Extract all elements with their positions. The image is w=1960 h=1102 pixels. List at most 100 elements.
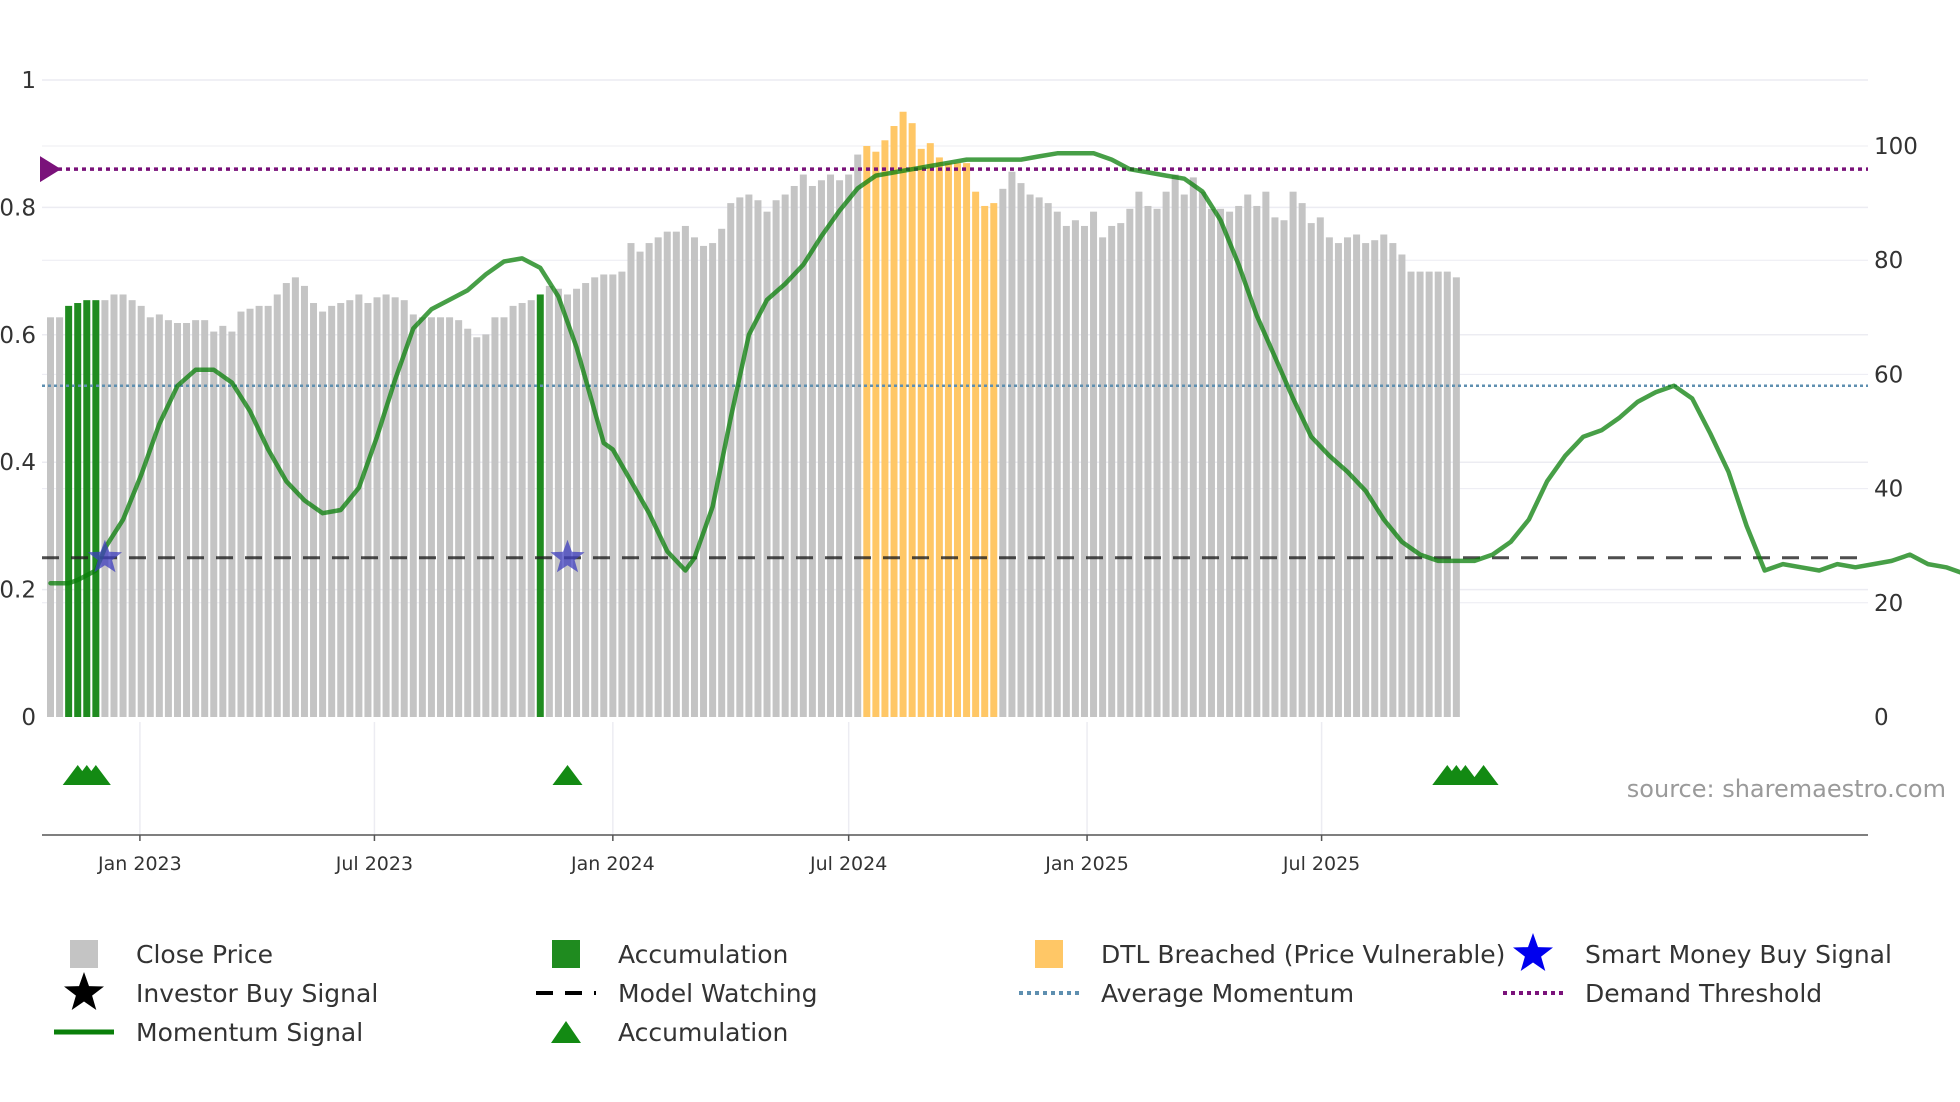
close-price-bar-48 <box>482 334 489 717</box>
close-price-bar-147 <box>1380 235 1387 717</box>
close-price-bar-120 <box>1135 192 1142 717</box>
close-price-bar-128 <box>1208 209 1215 717</box>
close-price-bar-56 <box>555 289 562 717</box>
close-price-bar-6 <box>101 300 108 717</box>
dtl-breached-bar-101 <box>963 163 970 717</box>
close-price-bar-1 <box>56 317 63 717</box>
legend-label-2: DTL Breached (Price Vulnerable) <box>1101 940 1505 969</box>
close-price-bar-81 <box>782 195 789 717</box>
close-price-bar-68 <box>664 232 671 717</box>
x-tick-label-2: Jan 2024 <box>570 853 655 875</box>
source-watermark: source: sharemaestro.com <box>1627 775 1946 803</box>
close-price-bar-125 <box>1181 195 1188 717</box>
x-tick-label-0: Jan 2023 <box>97 853 182 875</box>
right-tick-label-3: 60 <box>1874 362 1903 388</box>
close-price-bar-121 <box>1144 206 1151 717</box>
close-price-bar-38 <box>392 297 399 717</box>
legend-item-0: Close Price <box>70 940 273 969</box>
close-price-bar-153 <box>1435 272 1442 717</box>
close-price-bar-139 <box>1308 223 1315 717</box>
legend-label-7: Demand Threshold <box>1585 979 1822 1008</box>
x-tick-label-1: Jul 2023 <box>335 853 413 875</box>
dtl-breached-bar-90 <box>863 146 870 717</box>
close-price-bar-112 <box>1063 226 1070 717</box>
close-price-bar-83 <box>800 175 807 717</box>
close-price-bar-25 <box>274 294 281 717</box>
close-price-bar-7 <box>110 294 117 717</box>
dtl-breached-bar-95 <box>909 123 916 717</box>
close-price-bar-88 <box>845 175 852 717</box>
close-price-bar-72 <box>700 246 707 717</box>
close-price-bar-126 <box>1190 177 1197 717</box>
right-tick-label-0: 0 <box>1874 705 1889 731</box>
legend-symbol-4 <box>64 972 104 1010</box>
close-price-bar-138 <box>1299 203 1306 717</box>
legend-symbol-2 <box>1035 940 1063 968</box>
legend-item-5: Model Watching <box>536 979 818 1008</box>
close-price-bar-119 <box>1126 209 1133 717</box>
legend-item-2: DTL Breached (Price Vulnerable) <box>1035 940 1505 969</box>
close-price-bar-106 <box>1008 172 1015 717</box>
accumulation-triangle-7 <box>1469 765 1499 785</box>
legend-item-1: Accumulation <box>552 940 788 969</box>
close-price-bar-53 <box>528 300 535 717</box>
legend-label-5: Model Watching <box>618 979 818 1008</box>
dtl-breached-bar-94 <box>900 112 907 717</box>
close-price-bar-78 <box>754 200 761 717</box>
legend-symbol-9 <box>551 1021 581 1043</box>
dtl-breached-bar-93 <box>891 126 898 717</box>
close-price-bar-44 <box>446 317 453 717</box>
close-price-bar-140 <box>1317 217 1324 717</box>
close-price-bar-40 <box>410 314 417 717</box>
close-price-bar-117 <box>1108 226 1115 717</box>
demand-threshold-marker <box>40 156 61 182</box>
close-price-bar-77 <box>745 195 752 717</box>
x-tick-label-5: Jul 2025 <box>1282 853 1360 875</box>
close-price-bar-33 <box>346 300 353 717</box>
close-price-bar-24 <box>265 306 272 717</box>
close-price-bar-51 <box>510 306 517 717</box>
close-price-bar-115 <box>1090 212 1097 717</box>
close-price-bar-85 <box>818 180 825 717</box>
legend-item-6: Average Momentum <box>1019 979 1354 1008</box>
dtl-breached-bar-104 <box>990 203 997 717</box>
close-price-bar-137 <box>1290 192 1297 717</box>
close-price-bar-148 <box>1389 243 1396 717</box>
close-price-bar-107 <box>1017 183 1024 717</box>
close-price-bar-123 <box>1163 192 1170 717</box>
close-price-bar-79 <box>764 212 771 717</box>
right-tick-label-2: 40 <box>1874 477 1903 503</box>
close-price-bar-49 <box>491 317 498 717</box>
close-price-bar-118 <box>1117 223 1124 717</box>
close-price-bar-75 <box>727 203 734 717</box>
close-price-bar-155 <box>1453 277 1460 717</box>
close-price-bar-145 <box>1362 243 1369 717</box>
close-price-bar-42 <box>428 317 435 717</box>
left-tick-label-0: 0 <box>21 705 36 731</box>
right-tick-label-1: 20 <box>1874 591 1903 617</box>
legend-label-0: Close Price <box>136 940 273 969</box>
dtl-breached-bar-91 <box>872 152 879 717</box>
close-price-bar-16 <box>192 320 199 717</box>
close-price-bar-61 <box>600 274 607 717</box>
close-price-bar-152 <box>1426 272 1433 717</box>
close-price-bar-80 <box>773 200 780 717</box>
close-price-bar-149 <box>1398 254 1405 717</box>
close-price-bar-135 <box>1271 217 1278 717</box>
accumulation-bar-5 <box>92 300 99 717</box>
legend-symbol-1 <box>552 940 580 968</box>
accumulation-bar-3 <box>74 303 81 717</box>
close-price-bar-63 <box>618 272 625 717</box>
legend-label-9: Accumulation <box>618 1018 788 1047</box>
dtl-breached-bar-97 <box>927 143 934 717</box>
close-price-bar-150 <box>1408 272 1415 717</box>
close-price-bar-142 <box>1335 243 1342 717</box>
close-price-bar-82 <box>791 186 798 717</box>
close-price-bar-36 <box>374 297 381 717</box>
close-price-bar-109 <box>1036 197 1043 717</box>
close-price-bar-111 <box>1054 212 1061 717</box>
accumulation-bar-2 <box>65 306 72 717</box>
close-price-bar-76 <box>736 197 743 717</box>
left-tick-label-2: 0.4 <box>0 450 36 476</box>
x-tick-label-4: Jan 2025 <box>1044 853 1129 875</box>
